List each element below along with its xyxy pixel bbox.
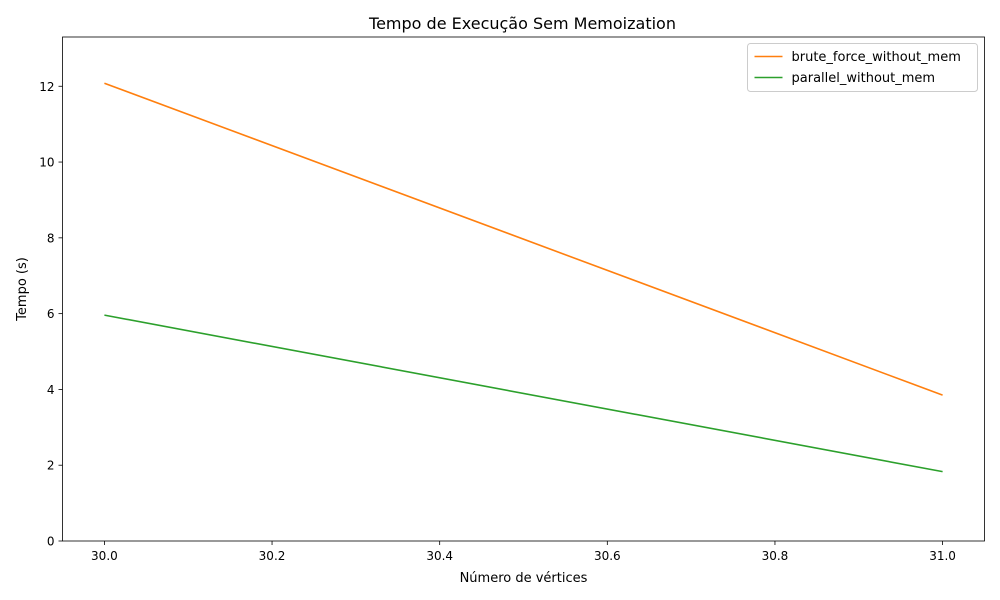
legend-box — [747, 43, 978, 92]
y-tick-label: 8 — [47, 231, 55, 245]
y-axis-label: Tempo (s) — [15, 257, 30, 322]
legend-label: brute_force_without_mem — [792, 50, 961, 65]
y-tick-label: 0 — [47, 535, 55, 549]
x-tick-label: 30.8 — [762, 549, 789, 563]
y-axis: 0 2 4 6 8 10 12 — [39, 80, 63, 549]
x-tick-label: 30.0 — [91, 549, 118, 563]
legend: brute_force_without_mem parallel_without_… — [747, 43, 978, 92]
series-line-brute-force-without-mem — [104, 82, 943, 396]
y-tick-label: 6 — [47, 307, 55, 321]
legend-label: parallel_without_mem — [792, 71, 936, 86]
x-tick-label: 31.0 — [929, 549, 956, 563]
x-tick-label: 30.2 — [259, 549, 286, 563]
x-tick-label: 30.6 — [594, 549, 621, 563]
chart-title: Tempo de Execução Sem Memoization — [368, 14, 676, 33]
y-tick-label: 2 — [47, 459, 55, 473]
x-axis-label: Número de vértices — [460, 571, 588, 586]
x-axis: 30.0 30.2 30.4 30.6 30.8 31.0 — [91, 541, 956, 563]
y-tick-label: 12 — [39, 80, 54, 94]
x-tick-label: 30.4 — [426, 549, 453, 563]
plot-frame — [62, 36, 985, 542]
y-tick-label: 10 — [39, 156, 54, 170]
y-tick-label: 4 — [47, 383, 55, 397]
series-line-parallel-without-mem — [104, 314, 943, 473]
plot-lines — [104, 82, 943, 473]
